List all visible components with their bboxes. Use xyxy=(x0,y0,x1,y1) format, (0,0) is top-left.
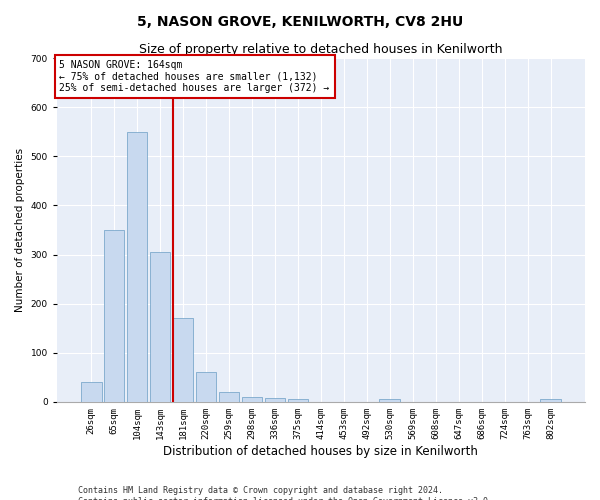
Bar xyxy=(150,252,170,402)
Text: 5, NASON GROVE, KENILWORTH, CV8 2HU: 5, NASON GROVE, KENILWORTH, CV8 2HU xyxy=(137,15,463,29)
Text: 5 NASON GROVE: 164sqm
← 75% of detached houses are smaller (1,132)
25% of semi-d: 5 NASON GROVE: 164sqm ← 75% of detached … xyxy=(59,60,330,93)
X-axis label: Distribution of detached houses by size in Kenilworth: Distribution of detached houses by size … xyxy=(163,444,478,458)
Bar xyxy=(265,398,286,402)
Text: Contains public sector information licensed under the Open Government Licence v3: Contains public sector information licen… xyxy=(78,498,493,500)
Bar xyxy=(541,400,561,402)
Bar xyxy=(287,400,308,402)
Y-axis label: Number of detached properties: Number of detached properties xyxy=(15,148,25,312)
Bar xyxy=(196,372,217,402)
Title: Size of property relative to detached houses in Kenilworth: Size of property relative to detached ho… xyxy=(139,42,503,56)
Bar xyxy=(104,230,124,402)
Bar xyxy=(81,382,101,402)
Bar xyxy=(242,397,262,402)
Text: Contains HM Land Registry data © Crown copyright and database right 2024.: Contains HM Land Registry data © Crown c… xyxy=(78,486,443,495)
Bar xyxy=(127,132,148,402)
Bar xyxy=(173,318,193,402)
Bar xyxy=(218,392,239,402)
Bar xyxy=(379,400,400,402)
